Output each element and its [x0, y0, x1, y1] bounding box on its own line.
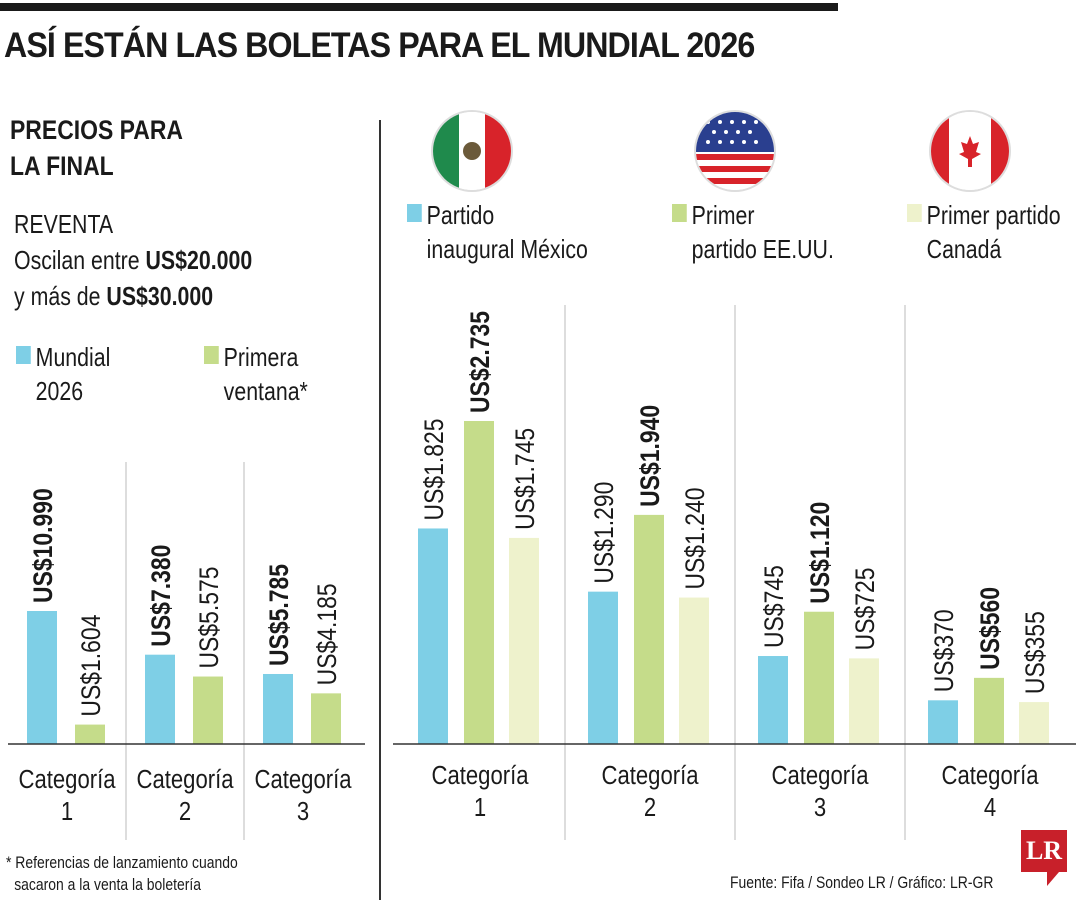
category-label: Categoría [602, 761, 700, 790]
bar [758, 656, 788, 744]
legend-swatch [16, 346, 31, 364]
category-label: Categoría [255, 765, 353, 794]
legend-item: Partido inaugural México [407, 198, 588, 266]
panel-divider [379, 120, 381, 900]
source-note: Fuente: Fifa / Sondeo LR / Gráfico: LR-G… [730, 873, 994, 892]
bar [418, 528, 448, 744]
data-label: US$1.240 [680, 488, 710, 590]
bar [464, 421, 494, 744]
legend-item: Primera ventana* [204, 340, 308, 408]
data-label: US$5.785 [264, 564, 294, 666]
legend-label: inaugural México [426, 234, 588, 264]
bar [263, 673, 293, 744]
legend-item: Primer partido EE.UU. [672, 198, 834, 266]
data-label: US$1.604 [76, 614, 106, 716]
resale-text: Oscilan entre [14, 245, 146, 275]
category-label: 2 [644, 793, 656, 822]
category-label: Categoría [432, 761, 530, 790]
lr-logo: LR [1021, 830, 1067, 872]
footnote: * Referencias de lanzamiento cuando saca… [6, 852, 238, 896]
data-label: US$7.380 [146, 545, 176, 647]
resale-label: REVENTA [14, 209, 114, 239]
legend-swatch [907, 204, 922, 222]
data-label: US$370 [929, 609, 959, 692]
category-label: 1 [61, 797, 73, 826]
bar [849, 658, 879, 744]
data-label: US$1.825 [419, 418, 449, 520]
data-label: US$10.990 [28, 488, 58, 603]
bar [1019, 702, 1049, 744]
bar [928, 700, 958, 744]
data-label: US$5.575 [194, 566, 224, 668]
legend-swatch [204, 346, 219, 364]
bar [679, 597, 709, 744]
resale-text: y más de [14, 281, 107, 311]
category-label: Categoría [19, 765, 117, 794]
legend-label: partido EE.UU. [691, 234, 834, 264]
legend-label: ventana* [223, 376, 308, 406]
category-label: 1 [474, 793, 486, 822]
category-label: 3 [297, 797, 309, 826]
data-label: US$1.120 [805, 502, 835, 604]
legend-item: Mundial 2026 [16, 340, 110, 408]
subtitle-line: PRECIOS PARA [10, 115, 184, 145]
data-label: US$1.745 [510, 428, 540, 530]
canada-flag-icon [931, 112, 1009, 190]
legend-label: Primer [691, 200, 755, 230]
resale-max: US$30.000 [106, 281, 214, 311]
category-label: 2 [179, 797, 191, 826]
top-rule [0, 3, 838, 11]
usa-flag-icon [696, 112, 774, 190]
legend-swatch [407, 204, 422, 222]
category-label: 4 [984, 793, 996, 822]
data-label: US$2.735 [465, 311, 495, 413]
legend-swatch [672, 204, 687, 222]
category-label: Categoría [137, 765, 235, 794]
subtitle-line: LA FINAL [10, 151, 114, 181]
bar [974, 677, 1004, 744]
bar [311, 693, 341, 744]
data-label: US$355 [1020, 611, 1050, 694]
legend-label: Primer partido [926, 200, 1061, 230]
bar [634, 514, 664, 744]
data-label: US$4.185 [312, 583, 342, 685]
bar [509, 537, 539, 744]
category-label: 3 [814, 793, 826, 822]
bar [588, 591, 618, 744]
data-label: US$1.290 [589, 482, 619, 584]
legend-label: 2026 [35, 376, 84, 406]
left-subtitle: PRECIOS PARA LA FINAL [10, 112, 183, 184]
data-label: US$560 [975, 587, 1005, 670]
bar [75, 724, 105, 744]
legend-label: Mundial [35, 342, 111, 372]
bar [193, 676, 223, 744]
bar [27, 611, 57, 744]
data-label: US$725 [850, 567, 880, 650]
data-label: US$745 [759, 565, 789, 648]
legend-label: Partido [426, 200, 495, 230]
legend-item: Primer partido Canadá [907, 198, 1061, 266]
logo-tail [1047, 872, 1059, 886]
footnote-line: sacaron a la venta la boletería [14, 875, 201, 894]
footnote-line: * Referencias de lanzamiento cuando [6, 853, 238, 872]
resale-min: US$20.000 [145, 245, 253, 275]
bar [804, 611, 834, 744]
resale-note: REVENTA Oscilan entre US$20.000 y más de… [14, 206, 252, 314]
category-label: Categoría [942, 761, 1040, 790]
bar [145, 654, 175, 744]
legend-label: Canadá [926, 234, 1002, 264]
data-label: US$1.940 [635, 405, 665, 507]
category-label: Categoría [772, 761, 870, 790]
page-title: ASÍ ESTÁN LAS BOLETAS PARA EL MUNDIAL 20… [4, 26, 755, 65]
legend-label: Primera [223, 342, 299, 372]
